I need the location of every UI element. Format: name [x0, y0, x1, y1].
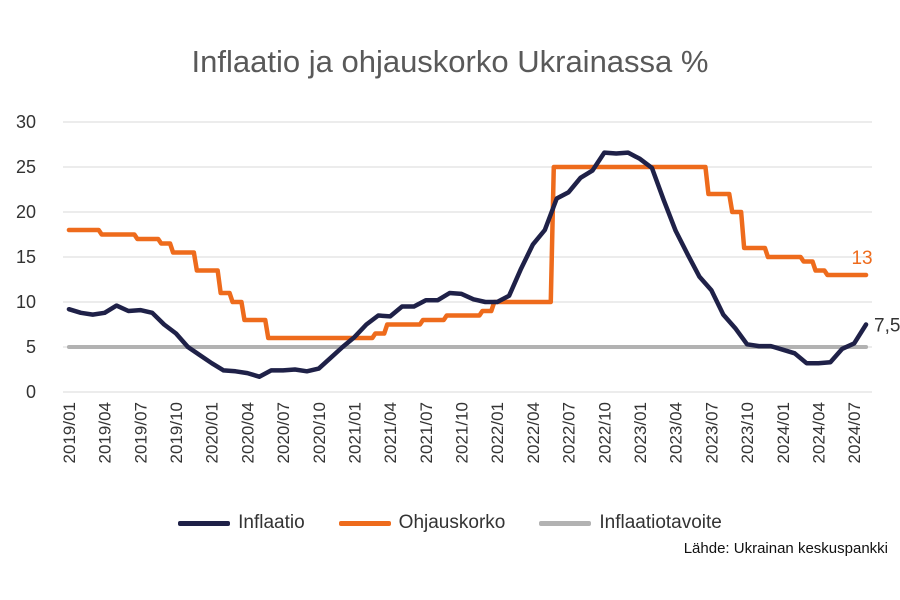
- x-tick-label: 2023/04: [667, 402, 686, 463]
- end-labels: 137,5: [851, 248, 900, 337]
- y-tick-label: 30: [16, 112, 36, 132]
- x-tick-label: 2020/04: [238, 402, 257, 463]
- x-tick-label: 2022/04: [524, 402, 543, 463]
- x-tick-label: 2023/10: [738, 402, 757, 463]
- chart-title: Inflaatio ja ohjauskorko Ukrainassa %: [191, 44, 709, 79]
- x-tick-label: 2021/10: [453, 402, 472, 463]
- x-tick-label: 2019/01: [60, 402, 79, 463]
- x-tick-label: 2023/01: [631, 402, 650, 463]
- x-tick-label: 2024/07: [845, 402, 864, 463]
- y-tick-label: 20: [16, 202, 36, 222]
- x-tick-label: 2021/04: [381, 402, 400, 463]
- legend-item-inflaatio: Inflaatio: [178, 512, 305, 534]
- gridlines: [63, 121, 872, 393]
- x-tick-label: 2019/10: [167, 402, 186, 463]
- x-tick-label: 2020/10: [310, 402, 329, 463]
- y-tick-label: 0: [26, 382, 36, 402]
- series-lines: [66, 150, 869, 379]
- y-tick-label: 5: [26, 337, 36, 357]
- legend-label-inflaatio: Inflaatio: [238, 512, 305, 533]
- legend-label-ohjauskorko: Ohjauskorko: [398, 512, 506, 533]
- legend-item-inflaatiotavoite: Inflaatiotavoite: [539, 512, 722, 534]
- end-label-inflaatio: 7,5: [874, 316, 900, 337]
- series-line-ohjauskorko: [66, 164, 869, 341]
- legend-swatch-inflaatiotavoite: [539, 520, 592, 526]
- end-label-ohjauskorko: 13: [851, 248, 872, 269]
- y-tick-label: 10: [16, 292, 36, 312]
- legend-label-inflaatiotavoite: Inflaatiotavoite: [599, 512, 722, 533]
- x-tick-label: 2019/07: [131, 402, 150, 463]
- x-tick-label: 2022/01: [488, 402, 507, 463]
- y-tick-label: 15: [16, 247, 36, 267]
- y-tick-label: 25: [16, 157, 36, 177]
- x-tick-label: 2020/07: [274, 402, 293, 463]
- x-tick-label: 2021/01: [345, 402, 364, 463]
- legend-swatch-ohjauskorko: [338, 520, 391, 526]
- x-tick-label: 2022/07: [560, 402, 579, 463]
- legend-swatch-inflaatio: [178, 520, 231, 526]
- x-tick-label: 2024/04: [809, 402, 828, 463]
- x-tick-label: 2023/07: [702, 402, 721, 463]
- x-tick-label: 2024/01: [774, 402, 793, 463]
- x-tick-label: 2022/10: [595, 402, 614, 463]
- x-axis: 2019/01 2019/04 2019/07 2019/10 2020/01 2020/…: [60, 402, 864, 463]
- x-tick-label: 2020/01: [203, 402, 222, 463]
- series-line-inflaatio: [66, 150, 869, 379]
- x-tick-label: 2021/07: [417, 402, 436, 463]
- x-tick-label: 2019/04: [96, 402, 115, 463]
- legend: Inflaatio Ohjauskorko Inflaatiotavoite: [0, 512, 900, 534]
- legend-item-ohjauskorko: Ohjauskorko: [338, 512, 506, 534]
- source-note: Lähde: Ukrainan keskuspankki: [683, 540, 888, 557]
- y-axis: 0 5 10 15 20 25 30: [16, 112, 36, 402]
